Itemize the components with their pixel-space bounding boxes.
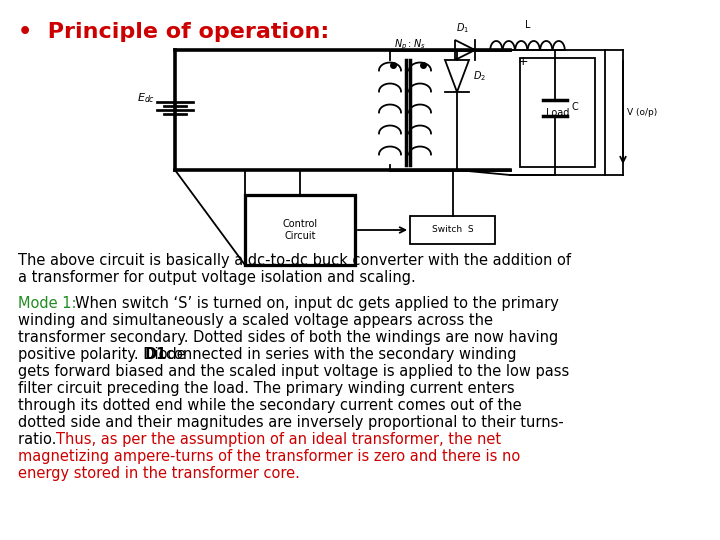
Text: D1: D1	[145, 347, 167, 362]
Text: filter circuit preceding the load. The primary winding current enters: filter circuit preceding the load. The p…	[18, 381, 515, 396]
Text: winding and simultaneously a scaled voltage appears across the: winding and simultaneously a scaled volt…	[18, 313, 493, 328]
Text: magnetizing ampere-turns of the transformer is zero and there is no: magnetizing ampere-turns of the transfor…	[18, 449, 521, 464]
Text: C: C	[571, 103, 577, 112]
Text: ratio.: ratio.	[18, 432, 61, 447]
Bar	[245, 195, 355, 265]
Text: a transformer for output voltage isolation and scaling.: a transformer for output voltage isolati…	[18, 270, 415, 285]
Text: Control
Circuit: Control Circuit	[282, 219, 318, 241]
Text: Thus, as per the assumption of an ideal transformer, the net: Thus, as per the assumption of an ideal …	[56, 432, 501, 447]
Text: connected in series with the secondary winding: connected in series with the secondary w…	[166, 347, 516, 362]
Text: L: L	[525, 20, 530, 30]
Bar	[410, 216, 495, 244]
Text: Load: Load	[546, 107, 570, 118]
Text: V (o/p): V (o/p)	[627, 108, 657, 117]
Text: $E_{dc}$: $E_{dc}$	[137, 91, 155, 105]
Text: •  Principle of operation:: • Principle of operation:	[18, 22, 329, 42]
Text: +: +	[518, 55, 528, 68]
Text: Mode 1:: Mode 1:	[18, 296, 76, 311]
Text: through its dotted end while the secondary current comes out of the: through its dotted end while the seconda…	[18, 398, 521, 413]
Text: positive polarity. Diode: positive polarity. Diode	[18, 347, 190, 362]
Text: $N_p : N_s$: $N_p : N_s$	[394, 38, 426, 52]
Text: dotted side and their magnitudes are inversely proportional to their turns-: dotted side and their magnitudes are inv…	[18, 415, 564, 430]
Text: transformer secondary. Dotted sides of both the windings are now having: transformer secondary. Dotted sides of b…	[18, 330, 558, 345]
Text: When switch ‘S’ is turned on, input dc gets applied to the primary: When switch ‘S’ is turned on, input dc g…	[75, 296, 559, 311]
Text: $D_2$: $D_2$	[473, 69, 486, 83]
Text: energy stored in the transformer core.: energy stored in the transformer core.	[18, 466, 300, 481]
Text: gets forward biased and the scaled input voltage is applied to the low pass: gets forward biased and the scaled input…	[18, 364, 570, 379]
Polygon shape	[445, 60, 469, 92]
Bar	[520, 58, 595, 167]
Text: The above circuit is basically a dc-to-dc buck converter with the addition of: The above circuit is basically a dc-to-d…	[18, 253, 571, 268]
Text: Switch  S: Switch S	[432, 226, 473, 234]
Text: $D_1$: $D_1$	[456, 21, 469, 35]
Polygon shape	[455, 40, 475, 60]
